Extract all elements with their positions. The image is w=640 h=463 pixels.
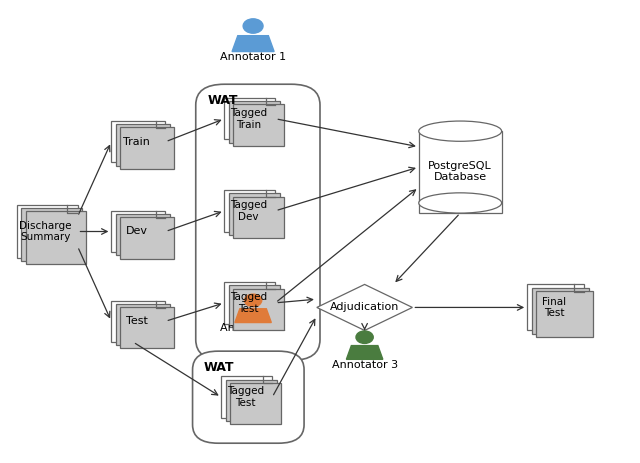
- Text: WAT: WAT: [207, 94, 237, 107]
- FancyBboxPatch shape: [196, 84, 320, 360]
- FancyBboxPatch shape: [22, 208, 82, 261]
- FancyBboxPatch shape: [221, 376, 272, 418]
- Bar: [419, 131, 502, 213]
- Text: Discharge
Summary: Discharge Summary: [19, 221, 72, 242]
- FancyBboxPatch shape: [111, 300, 166, 342]
- FancyBboxPatch shape: [116, 124, 170, 166]
- Polygon shape: [232, 36, 274, 51]
- Text: Tagged
Test: Tagged Test: [230, 292, 267, 313]
- FancyBboxPatch shape: [225, 98, 275, 139]
- Text: Adjudication: Adjudication: [330, 302, 399, 313]
- Text: Tagged
Test: Tagged Test: [227, 387, 264, 408]
- Text: Annotator 1: Annotator 1: [220, 52, 286, 62]
- FancyBboxPatch shape: [226, 380, 276, 421]
- Circle shape: [244, 294, 262, 307]
- Polygon shape: [317, 284, 412, 331]
- FancyBboxPatch shape: [225, 190, 275, 232]
- FancyBboxPatch shape: [116, 304, 170, 345]
- Text: Tagged
Train: Tagged Train: [230, 108, 267, 130]
- Polygon shape: [346, 345, 383, 359]
- Circle shape: [243, 19, 263, 33]
- FancyBboxPatch shape: [229, 101, 280, 143]
- FancyBboxPatch shape: [225, 282, 275, 324]
- FancyBboxPatch shape: [111, 211, 166, 252]
- Text: Annotator 3: Annotator 3: [332, 360, 397, 370]
- Text: Train: Train: [124, 137, 150, 147]
- Text: Dev: Dev: [126, 226, 148, 237]
- FancyBboxPatch shape: [536, 291, 593, 337]
- FancyBboxPatch shape: [120, 217, 174, 259]
- FancyBboxPatch shape: [234, 105, 284, 146]
- FancyBboxPatch shape: [17, 205, 77, 258]
- Polygon shape: [235, 309, 271, 323]
- FancyBboxPatch shape: [234, 196, 284, 238]
- Text: Test: Test: [126, 316, 148, 326]
- Text: PostgreSQL
Database: PostgreSQL Database: [428, 161, 492, 182]
- FancyBboxPatch shape: [229, 285, 280, 327]
- FancyBboxPatch shape: [111, 121, 166, 163]
- FancyBboxPatch shape: [120, 307, 174, 348]
- Circle shape: [356, 331, 373, 344]
- FancyBboxPatch shape: [193, 351, 304, 443]
- FancyBboxPatch shape: [116, 214, 170, 256]
- Ellipse shape: [419, 193, 502, 213]
- FancyBboxPatch shape: [532, 288, 589, 334]
- Text: Final
Test: Final Test: [542, 297, 566, 318]
- FancyBboxPatch shape: [120, 127, 174, 169]
- FancyBboxPatch shape: [234, 288, 284, 330]
- Ellipse shape: [419, 121, 502, 141]
- Text: Annotator 2: Annotator 2: [220, 323, 286, 333]
- FancyBboxPatch shape: [26, 212, 86, 264]
- Text: Tagged
Dev: Tagged Dev: [230, 200, 267, 222]
- Text: WAT: WAT: [204, 361, 234, 374]
- FancyBboxPatch shape: [527, 284, 584, 331]
- FancyBboxPatch shape: [230, 383, 281, 424]
- FancyBboxPatch shape: [229, 193, 280, 235]
